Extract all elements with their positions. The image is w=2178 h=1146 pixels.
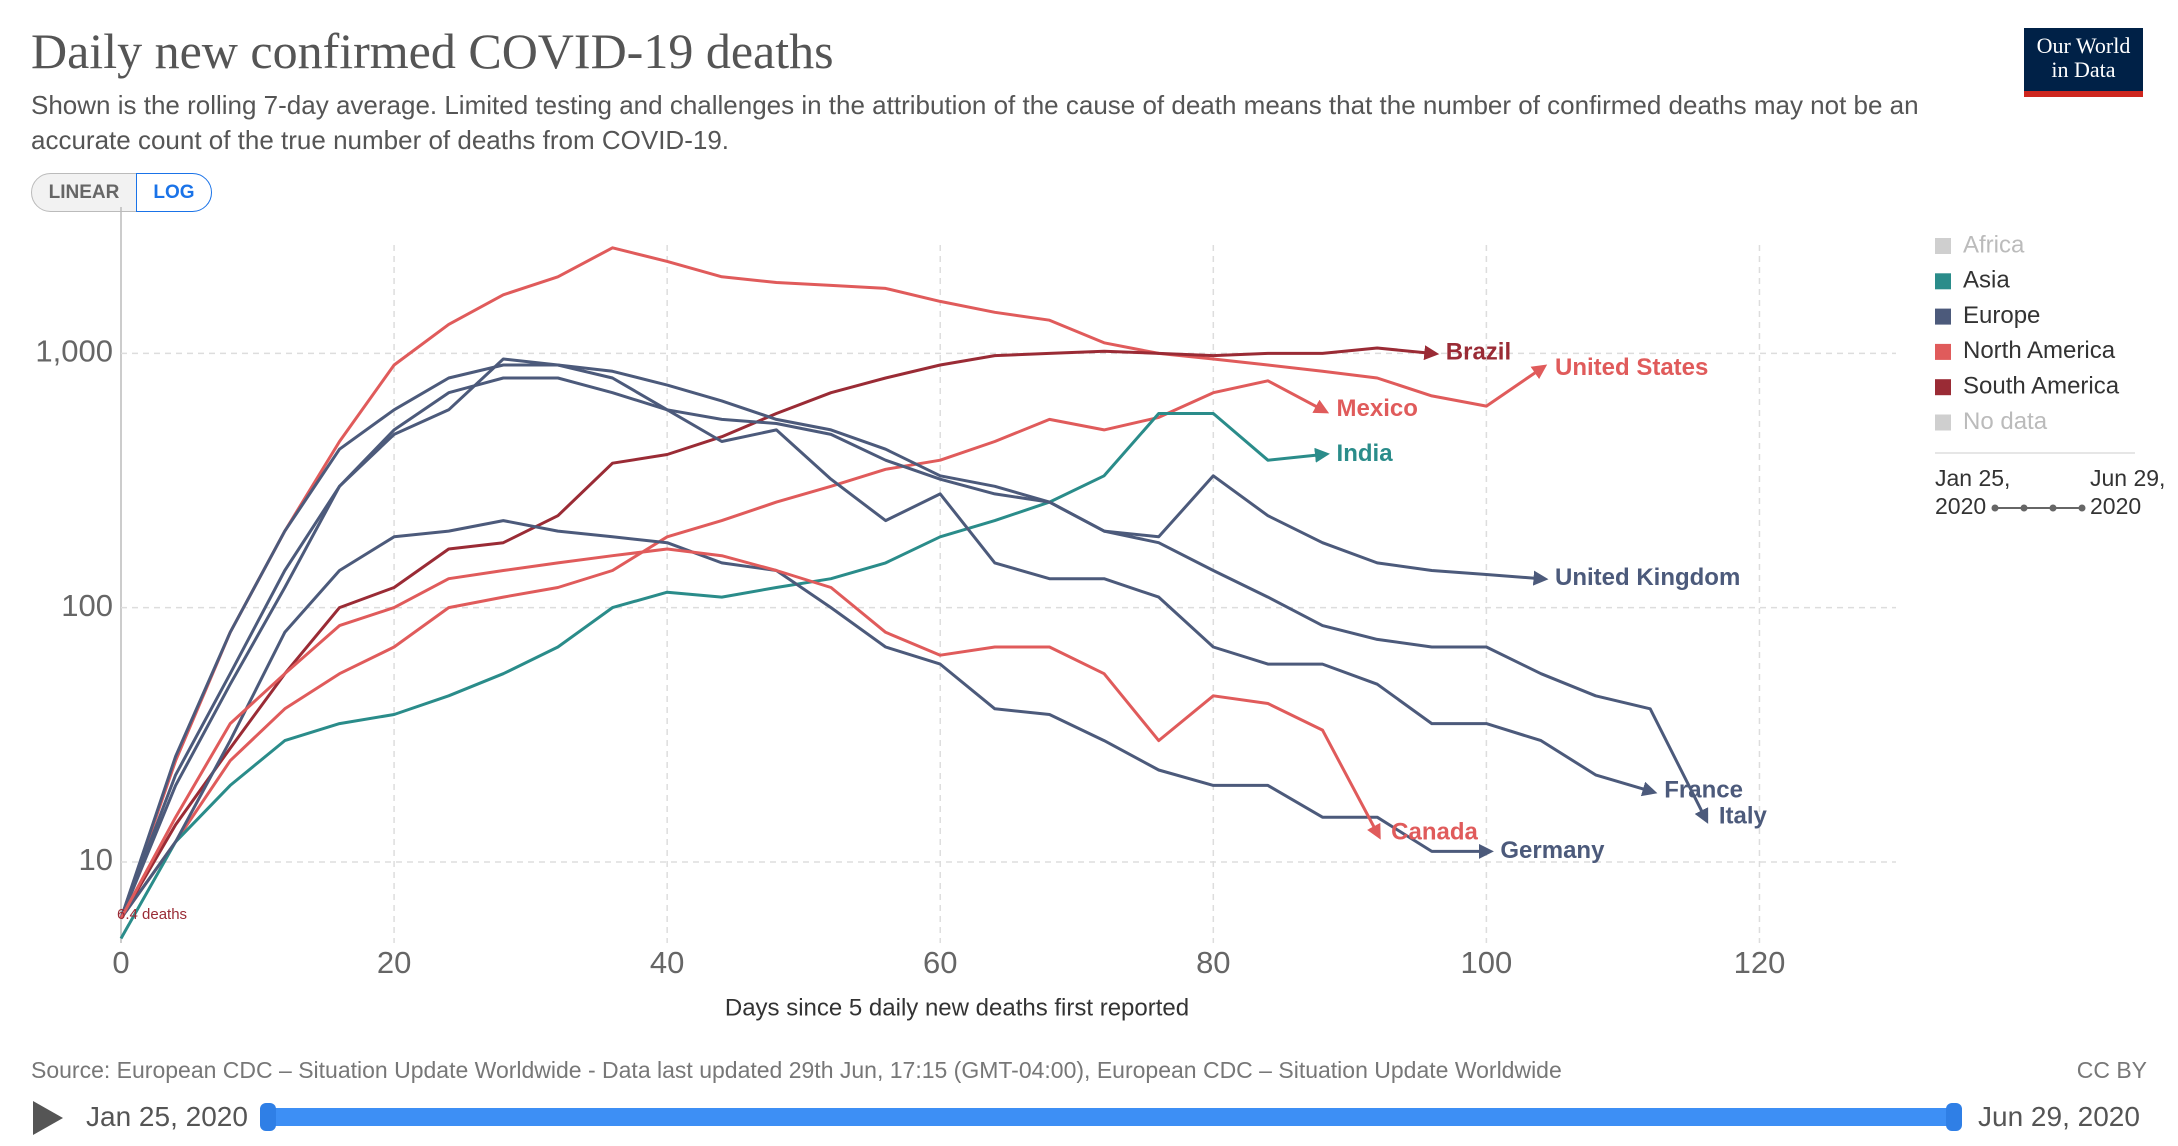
- series-label: Italy: [1719, 803, 1768, 830]
- x-tick-label: 40: [650, 945, 684, 980]
- x-tick-label: 100: [1461, 945, 1513, 980]
- slider-knob[interactable]: [1946, 1103, 1962, 1131]
- series-label: United Kingdom: [1555, 564, 1740, 591]
- x-tick-label: 20: [377, 945, 411, 980]
- legend-swatch: [1935, 308, 1951, 325]
- timeline-start: Jan 25, 2020: [86, 1101, 248, 1132]
- series-label: France: [1664, 776, 1743, 803]
- legend-swatch: [1935, 238, 1951, 254]
- series-line: [119, 363, 1709, 919]
- legend-label: North America: [1963, 337, 2116, 364]
- series-label: Mexico: [1337, 395, 1418, 422]
- x-tick-label: 120: [1734, 945, 1786, 980]
- series-line: [119, 379, 1330, 920]
- license[interactable]: CC BY: [2076, 1057, 2147, 1083]
- legend-label: Europe: [1963, 302, 2040, 329]
- legend-label: Asia: [1963, 267, 2010, 294]
- timeline-end: Jun 29, 2020: [1978, 1101, 2140, 1132]
- time-range-dot: [1991, 504, 1999, 512]
- log-button[interactable]: LOG: [136, 173, 212, 212]
- legend-swatch: [1935, 273, 1951, 290]
- x-axis-label: Days since 5 daily new deaths first repo…: [725, 994, 1189, 1021]
- source: Source: European CDC – Situation Update …: [31, 1057, 1562, 1083]
- time-range-dot: [2020, 504, 2028, 512]
- logo-text: Our World: [2036, 33, 2131, 58]
- legend-swatch: [1935, 379, 1951, 396]
- x-tick-label: 60: [923, 945, 957, 980]
- series-line: [119, 357, 1658, 919]
- series-line: [119, 412, 1330, 940]
- series-line: [119, 345, 1440, 920]
- logo-text: in Data: [2051, 57, 2116, 82]
- y-tick-label: 1,000: [35, 334, 113, 369]
- chart-title: Daily new confirmed COVID-19 deaths: [31, 23, 834, 79]
- series-line: [119, 519, 1494, 920]
- x-tick-label: 0: [112, 945, 129, 980]
- legend-label: No data: [1963, 408, 2048, 435]
- time-end: Jun 29, 2020: [2090, 465, 2166, 519]
- y-tick-label: 100: [61, 588, 113, 623]
- series-label: United States: [1555, 354, 1708, 381]
- logo[interactable]: Our World in Data: [2024, 28, 2143, 97]
- y-tick-label: 10: [79, 842, 113, 877]
- timeline-slider[interactable]: [260, 1103, 1962, 1131]
- slider-knob[interactable]: [260, 1103, 276, 1131]
- legend-swatch: [1935, 343, 1951, 360]
- annotation: 6.4 deaths: [117, 906, 187, 923]
- series-label: Canada: [1391, 818, 1478, 845]
- series-label: Germany: [1500, 837, 1605, 864]
- series-label: India: [1337, 440, 1394, 467]
- legend-swatch: [1935, 414, 1951, 431]
- time-range-dot: [2049, 504, 2057, 512]
- legend-label: South America: [1963, 373, 2120, 400]
- series-label: Brazil: [1446, 339, 1511, 366]
- time-range-dot: [2078, 504, 2086, 512]
- time-start: Jan 25, 2020: [1935, 465, 2011, 519]
- legend-label: Africa: [1963, 231, 2025, 258]
- series-line: [119, 547, 1381, 920]
- chart-subtitle: Shown is the rolling 7-day average. Limi…: [31, 90, 1919, 155]
- series-line: [119, 246, 1548, 919]
- x-tick-label: 80: [1196, 945, 1230, 980]
- play-button[interactable]: [33, 1101, 63, 1135]
